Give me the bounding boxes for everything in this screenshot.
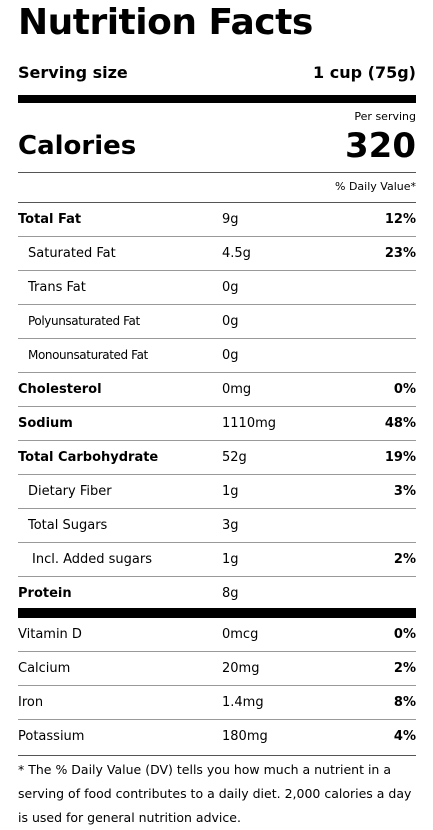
nutrient-row: Monounsaturated Fat 0g: [18, 339, 416, 373]
nutrient-amount: 0mcg: [222, 627, 259, 642]
nutrient-amount: 8g: [222, 586, 239, 601]
nutrient-row: Iron 1.4mg 8%: [18, 686, 416, 720]
nutrient-list: Total Fat 9g 12% Saturated Fat 4.5g 23% Trans …: [18, 203, 416, 611]
nutrient-amount: 9g: [222, 212, 239, 227]
nutrient-amount: 0g: [222, 348, 239, 363]
nutrient-row: Potassium 180mg 4%: [18, 720, 416, 754]
nutrient-row: Total Sugars 3g: [18, 509, 416, 543]
nutrient-daily-value: 2%: [393, 661, 416, 676]
nutrient-amount: 0mg: [222, 382, 252, 397]
nutrient-name: Dietary Fiber: [28, 484, 112, 499]
nutrient-daily-value: 48%: [384, 416, 416, 431]
nutrient-name: Monounsaturated Fat: [28, 348, 148, 362]
calories-value: 320: [345, 126, 416, 166]
nutrient-row: Saturated Fat 4.5g 23%: [18, 237, 416, 271]
nutrient-name: Calcium: [18, 661, 71, 676]
thick-rule: [18, 95, 416, 103]
per-serving: Per serving: [354, 110, 416, 123]
nutrient-name: Total Fat: [18, 212, 82, 227]
calories-row: Calories 320: [18, 124, 416, 168]
nutrient-row: Dietary Fiber 1g 3%: [18, 475, 416, 509]
daily-value-header: % Daily Value*: [335, 180, 416, 193]
nutrient-name: Saturated Fat: [28, 246, 116, 261]
nutrient-name: Total Sugars: [28, 518, 108, 533]
nutrient-name: Trans Fat: [28, 280, 86, 295]
nutrient-name: Total Carbohydrate: [18, 450, 159, 465]
serving-row: Serving size 1 cup (75g): [18, 58, 416, 86]
nutrient-row: Vitamin D 0mcg 0%: [18, 618, 416, 652]
nutrient-amount: 3g: [222, 518, 239, 533]
rule: [18, 202, 416, 203]
calories-label: Calories: [18, 131, 137, 161]
serving-value: 1 cup (75g): [313, 62, 416, 82]
nutrient-amount: 1110mg: [222, 416, 276, 431]
nutrient-name: Cholesterol: [18, 382, 102, 397]
nutrient-name: Incl. Added sugars: [32, 552, 152, 567]
title: Nutrition Facts: [18, 2, 313, 43]
nutrient-amount: 180mg: [222, 729, 268, 744]
nutrient-amount: 0g: [222, 314, 239, 329]
nutrient-daily-value: 4%: [393, 729, 416, 744]
serving-label: Serving size: [18, 62, 128, 82]
nutrient-amount: 1g: [222, 484, 239, 499]
vitamin-list: Vitamin D 0mcg 0% Calcium 20mg 2% Iron 1.4mg 8% P…: [18, 618, 416, 754]
nutrient-daily-value: 0%: [393, 627, 416, 642]
nutrient-row: Total Carbohydrate 52g 19%: [18, 441, 416, 475]
nutrient-daily-value: 0%: [393, 382, 416, 397]
nutrient-row: Polyunsaturated Fat 0g: [18, 305, 416, 339]
nutrient-row: Cholesterol 0mg 0%: [18, 373, 416, 407]
nutrient-daily-value: 8%: [393, 695, 416, 710]
nutrient-row: Calcium 20mg 2%: [18, 652, 416, 686]
rule: [18, 172, 416, 173]
nutrient-amount: 1.4mg: [222, 695, 264, 710]
nutrient-row: Incl. Added sugars 1g 2%: [18, 543, 416, 577]
nutrient-row: Trans Fat 0g: [18, 271, 416, 305]
thick-rule: [18, 608, 416, 618]
rule: [18, 755, 416, 756]
nutrient-name: Protein: [18, 586, 72, 601]
nutrient-amount: 4.5g: [222, 246, 251, 261]
nutrient-name: Potassium: [18, 729, 85, 744]
nutrient-daily-value: 23%: [384, 246, 416, 261]
nutrient-daily-value: 19%: [384, 450, 416, 465]
nutrient-row: Protein 8g: [18, 577, 416, 611]
footnote: * The % Daily Value (DV) tells you how m…: [18, 762, 412, 825]
nutrient-daily-value: 12%: [384, 212, 416, 227]
nutrient-name: Vitamin D: [18, 627, 82, 642]
nutrient-amount: 1g: [222, 552, 239, 567]
nutrient-amount: 52g: [222, 450, 247, 465]
nutrient-amount: 0g: [222, 280, 239, 295]
nutrient-name: Polyunsaturated Fat: [28, 314, 140, 328]
nutrient-daily-value: 3%: [393, 484, 416, 499]
nutrient-row: Total Fat 9g 12%: [18, 203, 416, 237]
nutrient-name: Sodium: [18, 416, 73, 431]
nutrient-daily-value: 2%: [393, 552, 416, 567]
nutrient-amount: 20mg: [222, 661, 260, 676]
nutrient-row: Sodium 1110mg 48%: [18, 407, 416, 441]
nutrient-name: Iron: [18, 695, 44, 710]
